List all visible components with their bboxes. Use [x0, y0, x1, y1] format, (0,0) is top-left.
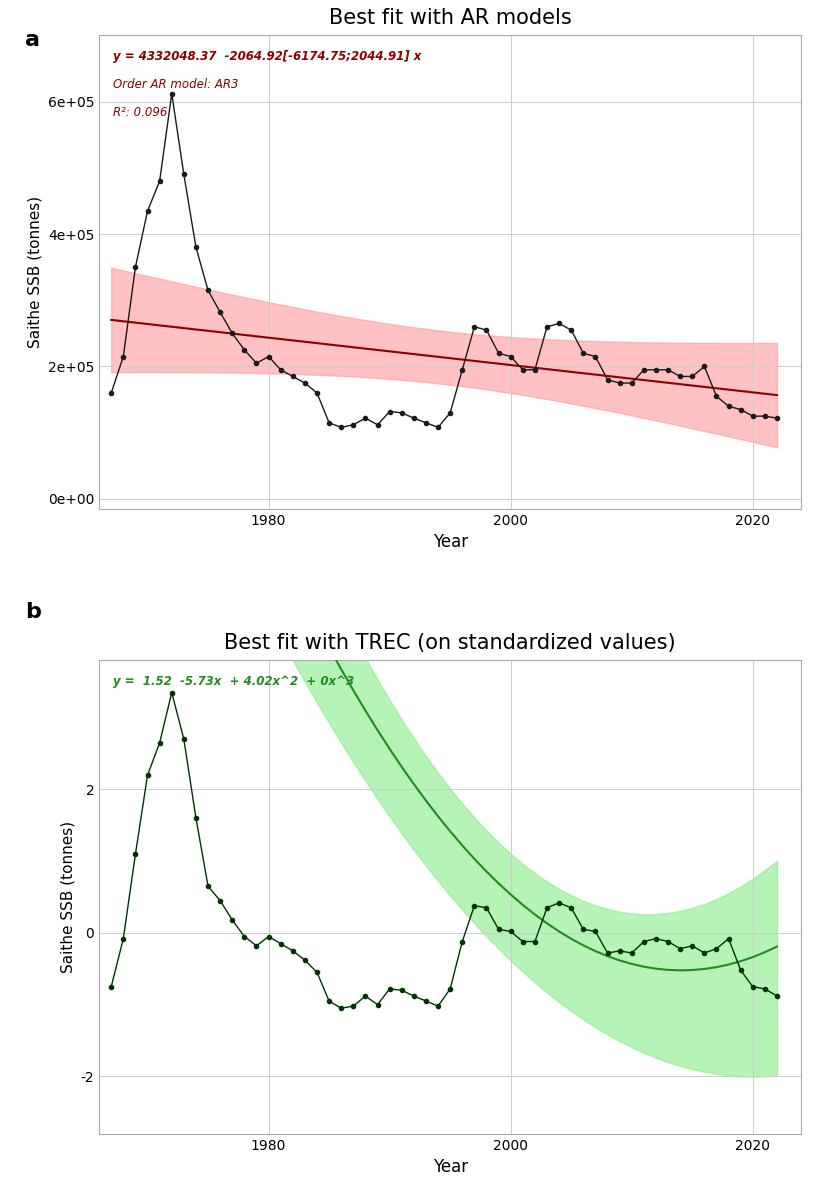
- Text: y =  1.52  -5.73x  + 4.02x^2  + 0x^3: y = 1.52 -5.73x + 4.02x^2 + 0x^3: [113, 674, 354, 687]
- Text: R²: 0.096: R²: 0.096: [113, 106, 168, 119]
- X-axis label: Year: Year: [433, 534, 468, 552]
- Text: y = 4332048.37  -2064.92[-6174.75;2044.91] x: y = 4332048.37 -2064.92[-6174.75;2044.91…: [113, 50, 421, 63]
- X-axis label: Year: Year: [433, 1159, 468, 1176]
- Title: Best fit with TREC (on standardized values): Best fit with TREC (on standardized valu…: [225, 633, 676, 653]
- Text: a: a: [25, 30, 40, 50]
- Title: Best fit with AR models: Best fit with AR models: [329, 8, 572, 28]
- Text: b: b: [25, 602, 40, 622]
- Y-axis label: Saithe SSB (tonnes): Saithe SSB (tonnes): [27, 196, 42, 348]
- Text: Order AR model: AR3: Order AR model: AR3: [113, 78, 239, 91]
- Y-axis label: Saithe SSB (tonnes): Saithe SSB (tonnes): [60, 821, 75, 973]
